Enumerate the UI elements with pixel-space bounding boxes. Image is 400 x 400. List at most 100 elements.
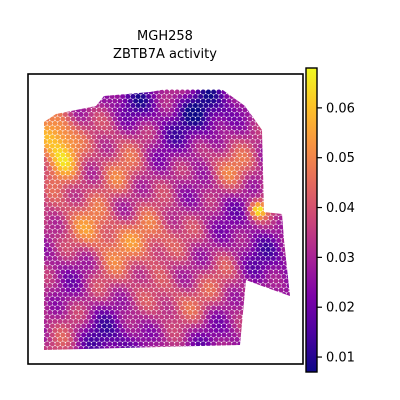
- spot: [192, 327, 198, 334]
- spot: [263, 179, 269, 185]
- spot: [224, 282, 230, 289]
- spot: [174, 242, 180, 248]
- spot: [81, 296, 87, 302]
- spot: [143, 260, 149, 266]
- spot: [101, 152, 107, 158]
- spot: [192, 228, 198, 235]
- spot: [91, 98, 97, 104]
- spot: [200, 215, 206, 221]
- spot: [273, 125, 279, 131]
- spot: [276, 102, 282, 109]
- spot: [278, 341, 284, 347]
- spot: [203, 174, 209, 181]
- spot: [44, 278, 50, 284]
- spot: [278, 296, 284, 302]
- spot: [252, 116, 258, 122]
- spot: [281, 273, 287, 280]
- spot: [91, 107, 97, 113]
- spot: [237, 98, 243, 104]
- spot: [244, 174, 250, 181]
- spot: [96, 332, 102, 338]
- spot: [148, 260, 154, 266]
- spot: [208, 255, 214, 262]
- spot: [174, 260, 180, 266]
- spot: [289, 107, 290, 113]
- spot: [164, 323, 170, 329]
- spot: [276, 192, 282, 199]
- spot: [143, 332, 149, 338]
- spot: [200, 224, 206, 230]
- spot: [211, 242, 217, 248]
- spot: [156, 255, 162, 262]
- spot: [99, 174, 105, 181]
- spot: [192, 318, 198, 325]
- spot: [62, 327, 68, 334]
- spot: [213, 201, 219, 208]
- spot: [125, 183, 131, 190]
- spot: [57, 165, 63, 172]
- spot: [208, 129, 214, 136]
- spot: [120, 345, 126, 350]
- spot: [195, 305, 201, 311]
- spot: [231, 107, 237, 113]
- spot: [255, 120, 261, 127]
- spot: [257, 233, 263, 239]
- spot: [68, 345, 74, 350]
- spot: [190, 215, 196, 221]
- spot: [190, 296, 196, 302]
- spot: [140, 300, 146, 307]
- spot: [135, 246, 141, 253]
- spot: [161, 111, 167, 118]
- spot: [185, 170, 191, 176]
- spot: [112, 215, 118, 221]
- spot: [200, 260, 206, 266]
- spot: [182, 111, 188, 118]
- spot: [286, 255, 290, 262]
- spot: [78, 255, 84, 262]
- spot: [148, 89, 154, 95]
- spot: [159, 233, 165, 239]
- spot: [190, 170, 196, 176]
- spot: [172, 318, 178, 325]
- spot: [242, 305, 248, 311]
- spot: [276, 228, 282, 235]
- spot: [65, 206, 71, 212]
- spot: [122, 296, 128, 302]
- spot: [125, 201, 131, 208]
- spot: [49, 251, 55, 257]
- spot: [192, 309, 198, 316]
- spot: [221, 89, 227, 95]
- spot: [289, 251, 290, 257]
- spot: [218, 165, 224, 172]
- spot: [237, 161, 243, 167]
- spot: [179, 251, 185, 257]
- spot: [125, 291, 131, 298]
- spot: [208, 156, 214, 163]
- spot: [182, 336, 188, 343]
- spot: [62, 318, 68, 325]
- spot: [169, 170, 175, 176]
- spot: [244, 183, 250, 190]
- spot: [172, 174, 178, 181]
- spot: [263, 305, 269, 311]
- spot: [177, 120, 183, 127]
- spot: [75, 260, 81, 266]
- spot: [187, 336, 193, 343]
- spot: [156, 174, 162, 181]
- spot: [177, 345, 183, 350]
- spot: [159, 188, 165, 194]
- spot: [169, 89, 175, 95]
- spot: [112, 305, 118, 311]
- spot: [283, 89, 289, 95]
- spot: [255, 345, 261, 350]
- spot: [78, 147, 84, 154]
- spot: [208, 147, 214, 154]
- spot: [289, 287, 290, 293]
- spot: [114, 183, 120, 190]
- spot: [221, 116, 227, 122]
- spot: [208, 192, 214, 199]
- spot: [192, 93, 198, 100]
- spot: [86, 170, 92, 176]
- spot: [156, 237, 162, 244]
- spot: [138, 152, 144, 158]
